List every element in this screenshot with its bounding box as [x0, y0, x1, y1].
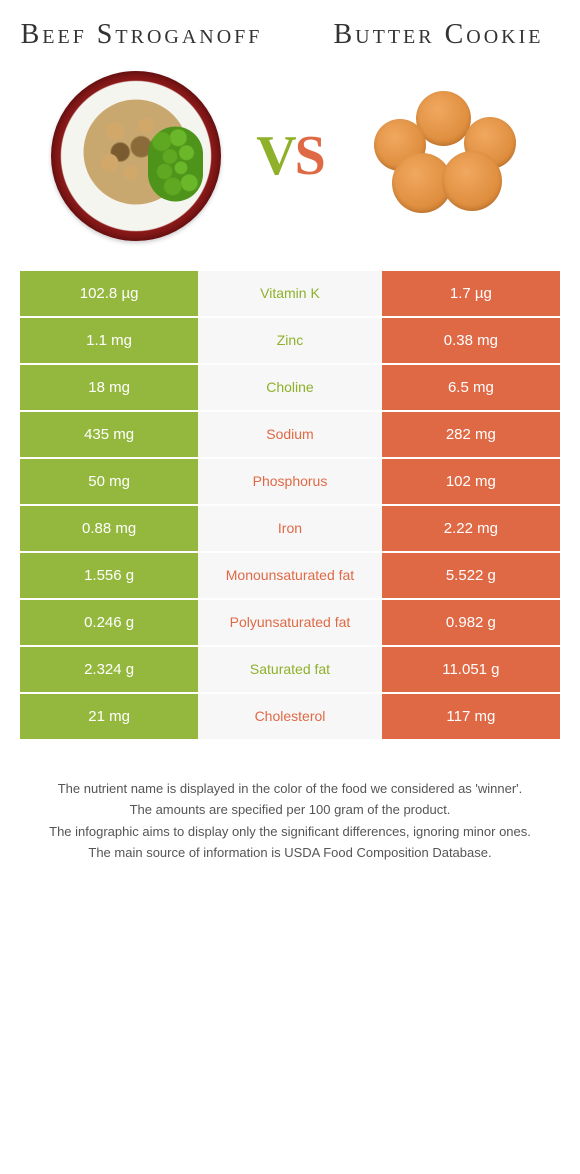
row-left-value: 435 mg: [20, 412, 198, 457]
table-row: 102.8 µgVitamin K1.7 µg: [20, 271, 560, 316]
row-nutrient-label: Choline: [198, 365, 382, 410]
row-right-value: 0.38 mg: [382, 318, 560, 363]
food-title-right: Butter Cookie: [317, 20, 560, 51]
row-left-value: 1.556 g: [20, 553, 198, 598]
row-right-value: 2.22 mg: [382, 506, 560, 551]
table-row: 0.88 mgIron2.22 mg: [20, 506, 560, 551]
row-right-value: 102 mg: [382, 459, 560, 504]
row-nutrient-label: Sodium: [198, 412, 382, 457]
row-right-value: 282 mg: [382, 412, 560, 457]
row-left-value: 18 mg: [20, 365, 198, 410]
footer-line: The infographic aims to display only the…: [30, 822, 550, 842]
stroganoff-plate-icon: [51, 71, 221, 241]
food-image-left: [25, 71, 248, 241]
row-nutrient-label: Polyunsaturated fat: [198, 600, 382, 645]
table-row: 0.246 gPolyunsaturated fat0.982 g: [20, 600, 560, 645]
row-nutrient-label: Zinc: [198, 318, 382, 363]
row-nutrient-label: Cholesterol: [198, 694, 382, 739]
row-left-value: 0.246 g: [20, 600, 198, 645]
row-left-value: 0.88 mg: [20, 506, 198, 551]
row-right-value: 5.522 g: [382, 553, 560, 598]
row-nutrient-label: Saturated fat: [198, 647, 382, 692]
cookies-icon: [364, 91, 524, 221]
footer-line: The amounts are specified per 100 gram o…: [30, 800, 550, 820]
titles-row: Beef Stroganoff Butter Cookie: [20, 20, 560, 51]
row-nutrient-label: Vitamin K: [198, 271, 382, 316]
row-left-value: 2.324 g: [20, 647, 198, 692]
nutrient-table: 102.8 µgVitamin K1.7 µg1.1 mgZinc0.38 mg…: [20, 271, 560, 739]
row-left-value: 102.8 µg: [20, 271, 198, 316]
vs-s: S: [295, 125, 324, 187]
infographic-container: Beef Stroganoff Butter Cookie VS 102.8 µ…: [0, 0, 580, 863]
table-row: 1.1 mgZinc0.38 mg: [20, 318, 560, 363]
table-row: 18 mgCholine6.5 mg: [20, 365, 560, 410]
vs-v: V: [256, 125, 294, 187]
table-row: 50 mgPhosphorus102 mg: [20, 459, 560, 504]
footer-notes: The nutrient name is displayed in the co…: [20, 779, 560, 863]
vs-label: VS: [256, 124, 324, 188]
row-left-value: 21 mg: [20, 694, 198, 739]
food-image-right: [332, 91, 555, 221]
row-nutrient-label: Monounsaturated fat: [198, 553, 382, 598]
row-nutrient-label: Iron: [198, 506, 382, 551]
row-nutrient-label: Phosphorus: [198, 459, 382, 504]
row-left-value: 50 mg: [20, 459, 198, 504]
table-row: 2.324 gSaturated fat11.051 g: [20, 647, 560, 692]
hero-row: VS: [20, 71, 560, 241]
row-right-value: 0.982 g: [382, 600, 560, 645]
row-left-value: 1.1 mg: [20, 318, 198, 363]
footer-line: The nutrient name is displayed in the co…: [30, 779, 550, 799]
food-title-left: Beef Stroganoff: [20, 20, 263, 51]
row-right-value: 1.7 µg: [382, 271, 560, 316]
table-row: 1.556 gMonounsaturated fat5.522 g: [20, 553, 560, 598]
table-row: 21 mgCholesterol117 mg: [20, 694, 560, 739]
table-row: 435 mgSodium282 mg: [20, 412, 560, 457]
footer-line: The main source of information is USDA F…: [30, 843, 550, 863]
row-right-value: 6.5 mg: [382, 365, 560, 410]
row-right-value: 117 mg: [382, 694, 560, 739]
row-right-value: 11.051 g: [382, 647, 560, 692]
